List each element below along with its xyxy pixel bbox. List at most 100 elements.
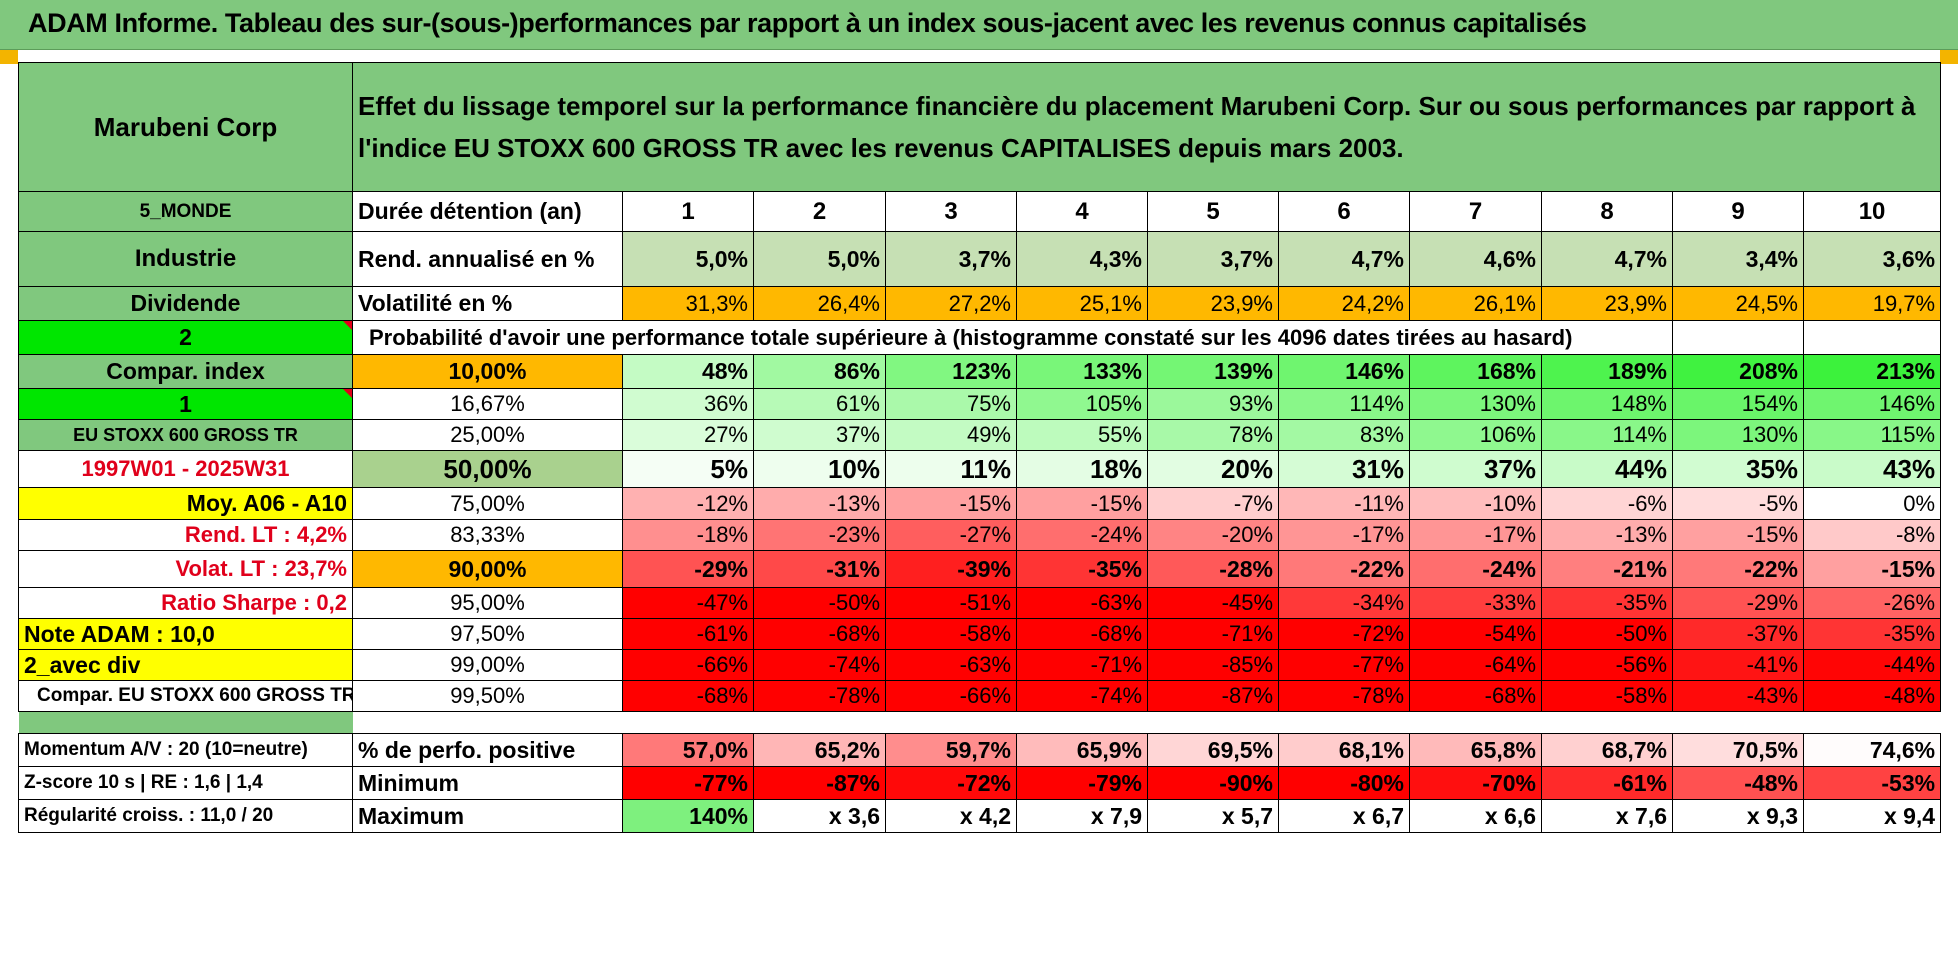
bottom-value: -79% <box>1016 766 1148 800</box>
quantile-value: -48% <box>1802 680 1942 712</box>
year-header: 8 <box>1541 191 1673 232</box>
quantile-value: 83% <box>1278 419 1410 451</box>
bottom-value: -53% <box>1802 766 1942 800</box>
quantile-value: 114% <box>1541 419 1673 451</box>
year-header: 7 <box>1409 191 1542 232</box>
quantile-value: 0% <box>1802 487 1942 520</box>
vol-label: Volatilité en % <box>352 286 623 321</box>
sharpe-label: Ratio Sharpe : 0,2 <box>18 587 353 619</box>
year-header: 4 <box>1016 191 1148 232</box>
quantile-value: -29% <box>622 550 754 588</box>
quantile-value: -61% <box>622 618 754 650</box>
spacer-green <box>18 711 353 734</box>
quantile-value: 146% <box>1278 354 1410 389</box>
quantile-value: -15% <box>1802 550 1942 588</box>
quantile-value: 37% <box>1409 450 1542 488</box>
rend-lt-label: Rend. LT : 4,2% <box>18 519 353 551</box>
quantile-value: -63% <box>1016 587 1148 619</box>
quantile-value: -47% <box>622 587 754 619</box>
quantile-value: -85% <box>1147 649 1279 681</box>
quantile-value: 168% <box>1409 354 1542 389</box>
quantile-value: -41% <box>1672 649 1804 681</box>
quantile-value: 86% <box>753 354 886 389</box>
quantile-value: -21% <box>1541 550 1673 588</box>
bottom-value: 59,7% <box>885 733 1017 767</box>
year-header: 5 <box>1147 191 1279 232</box>
duration-label: Durée détention (an) <box>352 191 623 232</box>
index-name: EU STOXX 600 GROSS TR <box>18 419 353 451</box>
quantile-value: 208% <box>1672 354 1804 389</box>
quantile-value: 93% <box>1147 388 1279 420</box>
quantile-value: 55% <box>1016 419 1148 451</box>
quantile-value: -50% <box>753 587 886 619</box>
year-header: 2 <box>753 191 886 232</box>
quantile-value: -22% <box>1278 550 1410 588</box>
quantile-value: -23% <box>753 519 886 551</box>
bottom-value: x 3,6 <box>753 799 886 833</box>
quantile-value: -7% <box>1147 487 1279 520</box>
quantile-value: -58% <box>885 618 1017 650</box>
quantile-value: -28% <box>1147 550 1279 588</box>
quantile-value: -6% <box>1541 487 1673 520</box>
corner-marker-right <box>1940 50 1958 64</box>
quantile-value: -31% <box>753 550 886 588</box>
spacer <box>353 712 1941 734</box>
dividend-label: Dividende <box>18 286 353 321</box>
quantile-value: 11% <box>885 450 1017 488</box>
quantile-value: 37% <box>753 419 886 451</box>
quantile-value: 213% <box>1802 354 1942 389</box>
quantile-value: 44% <box>1541 450 1673 488</box>
quantile-value: -78% <box>1278 680 1410 712</box>
moy-label: Moy. A06 - A10 <box>18 487 353 520</box>
quantile-value: -35% <box>1541 587 1673 619</box>
bottom-value: 65,9% <box>1016 733 1148 767</box>
quantile-value: 148% <box>1541 388 1673 420</box>
bottom-metric-label: Z-score 10 s | RE : 1,6 | 1,4 <box>18 766 353 800</box>
quantile-value: 20% <box>1147 450 1279 488</box>
bottom-value: 57,0% <box>622 733 754 767</box>
quantile-value: -15% <box>885 487 1017 520</box>
title-bar: ADAM Informe. Tableau des sur-(sous-)per… <box>0 0 1958 50</box>
quantile-value: -66% <box>622 649 754 681</box>
quantile-value: -13% <box>1541 519 1673 551</box>
quantile-value: -13% <box>753 487 886 520</box>
bottom-value: -61% <box>1541 766 1673 800</box>
quantile-value: -45% <box>1147 587 1279 619</box>
quantile-value: -18% <box>622 519 754 551</box>
count-two: 2 <box>18 320 353 355</box>
quantile-value: 146% <box>1802 388 1942 420</box>
quantile-value: 133% <box>1016 354 1148 389</box>
rend-value: 4,7% <box>1278 231 1410 287</box>
quantile-label: 25,00% <box>352 419 623 451</box>
quantile-value: -87% <box>1147 680 1279 712</box>
quantile-value: -39% <box>885 550 1017 588</box>
count-one: 1 <box>18 388 353 420</box>
quantile-value: -50% <box>1541 618 1673 650</box>
bottom-value: 68,7% <box>1541 733 1673 767</box>
compar-full-label: Compar. EU STOXX 600 GROSS TR <box>18 680 353 712</box>
year-header: 10 <box>1802 191 1942 232</box>
quantile-value: 114% <box>1278 388 1410 420</box>
vol-value: 26,1% <box>1409 286 1542 321</box>
quantile-value: 105% <box>1016 388 1148 420</box>
quantile-value: -63% <box>885 649 1017 681</box>
bottom-value: x 9,4 <box>1802 799 1942 833</box>
bottom-value: -77% <box>622 766 754 800</box>
quantile-value: 78% <box>1147 419 1279 451</box>
quantile-label: 95,00% <box>352 587 623 619</box>
bottom-metric-label: Momentum A/V : 20 (10=neutre) <box>18 733 353 767</box>
quantile-value: 106% <box>1409 419 1542 451</box>
year-header: 9 <box>1672 191 1804 232</box>
quantile-value: -54% <box>1409 618 1542 650</box>
year-header: 1 <box>622 191 754 232</box>
quantile-value: 49% <box>885 419 1017 451</box>
zone-label: 5_MONDE <box>18 191 353 232</box>
quantile-label: 75,00% <box>352 487 623 520</box>
rend-value: 5,0% <box>753 231 886 287</box>
quantile-value: -74% <box>1016 680 1148 712</box>
description: Effet du lissage temporel sur la perform… <box>351 62 1942 192</box>
quantile-value: -15% <box>1672 519 1804 551</box>
bottom-value: 69,5% <box>1147 733 1279 767</box>
quantile-value: -35% <box>1016 550 1148 588</box>
quantile-value: -68% <box>622 680 754 712</box>
